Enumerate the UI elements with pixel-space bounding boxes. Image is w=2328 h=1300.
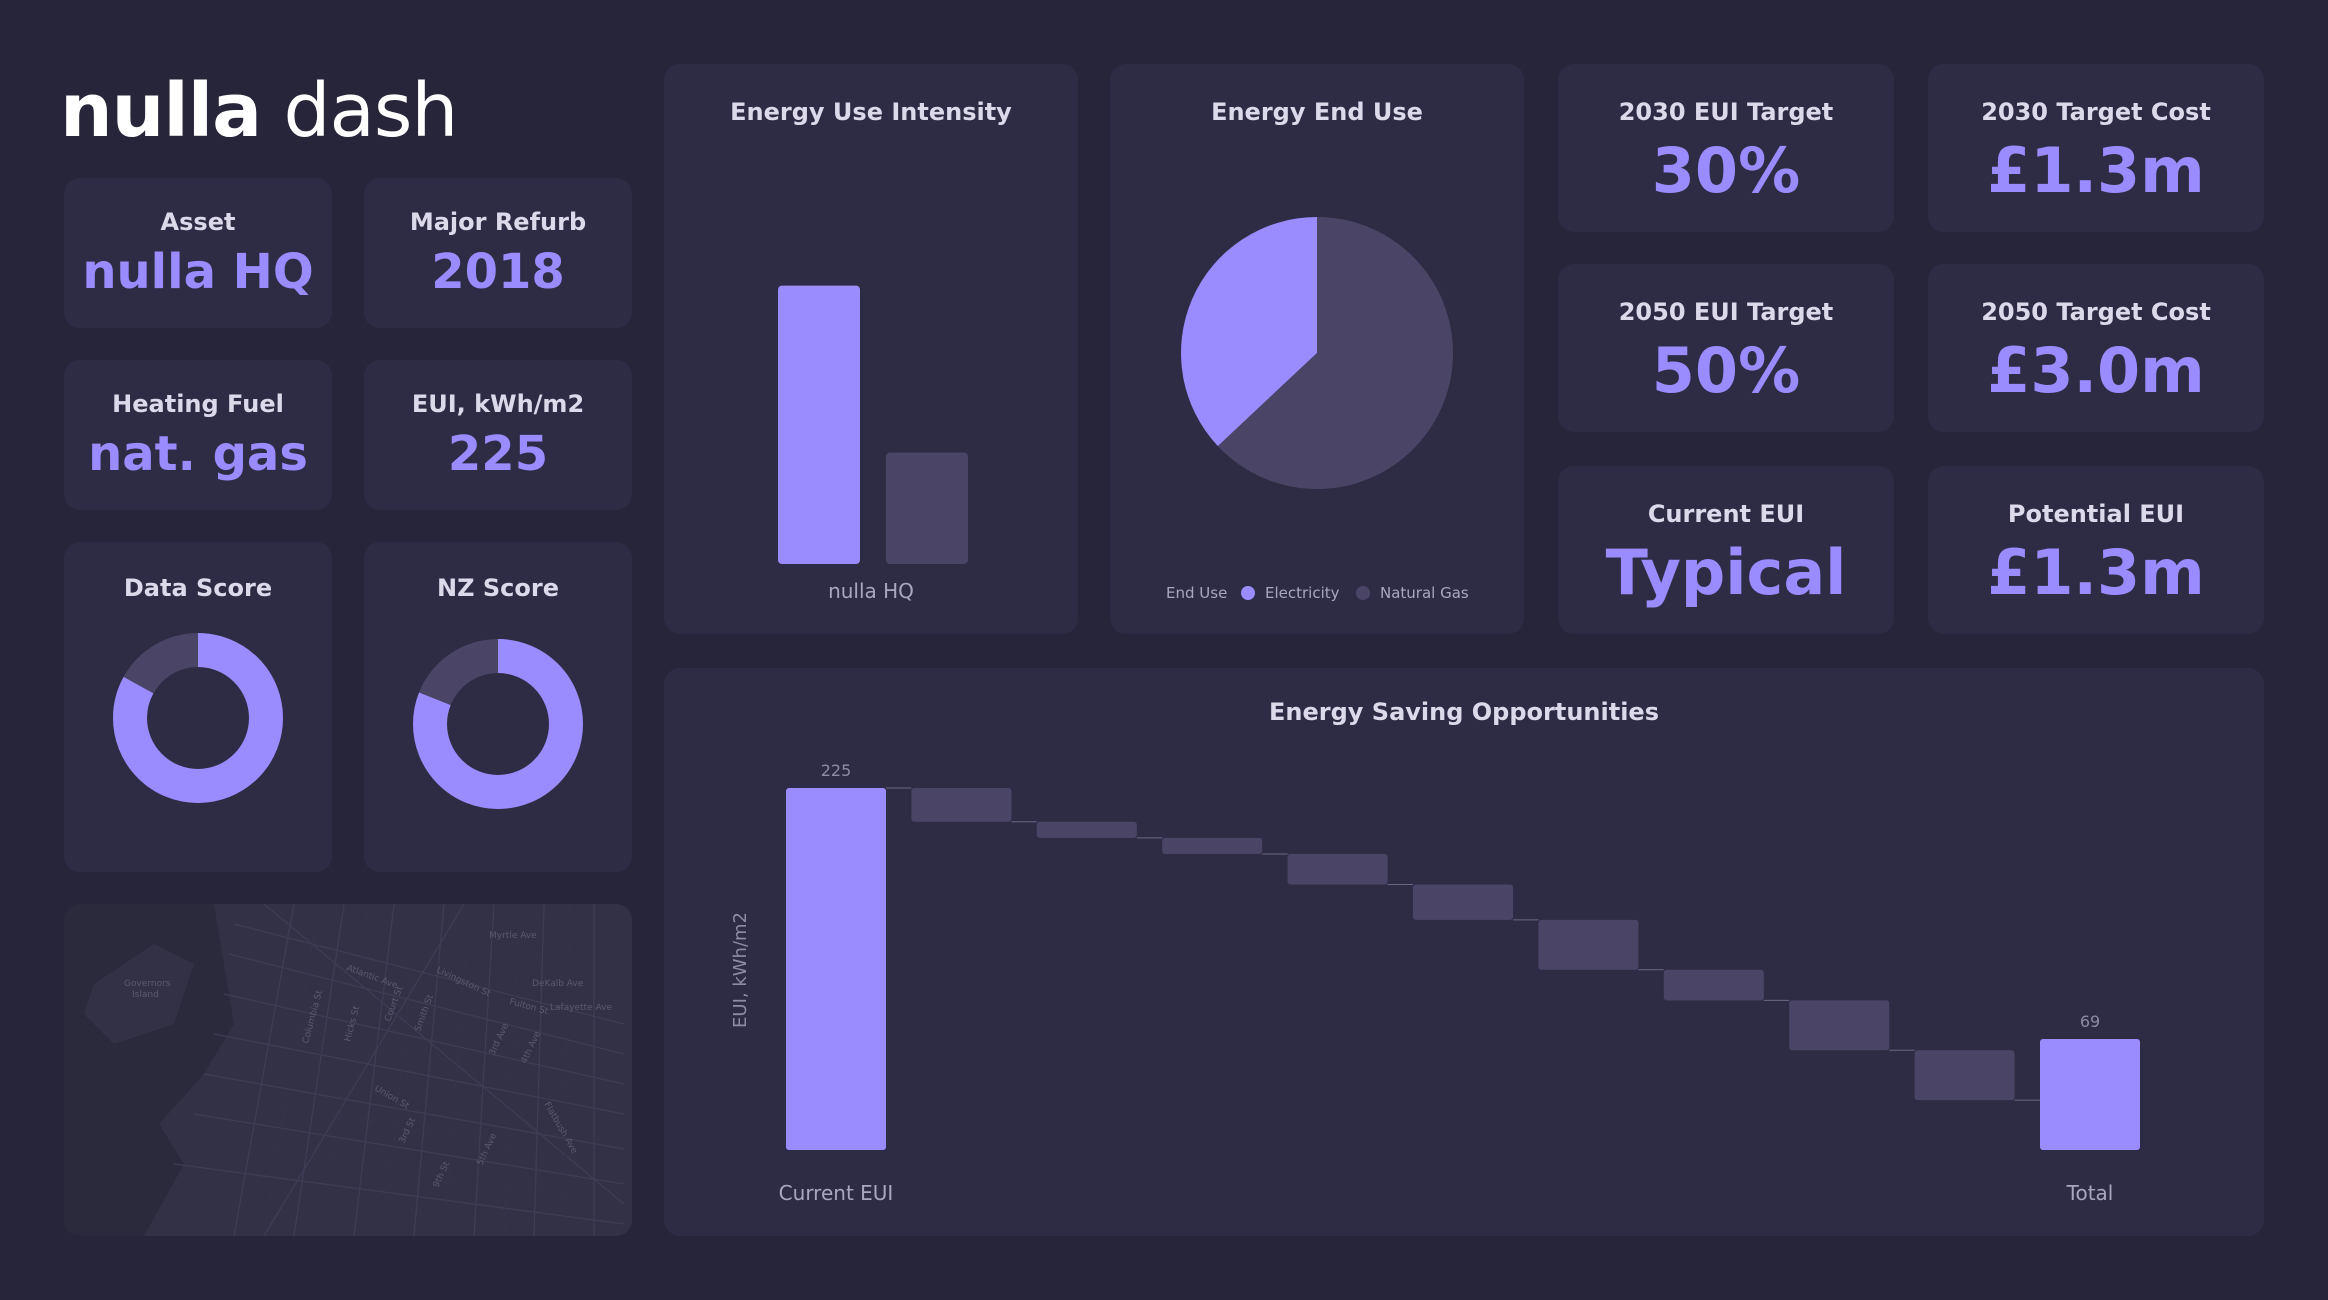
eui-2030-target-label: 2030 EUI Target [1618, 98, 1834, 126]
waterfall-bar-step [911, 788, 1012, 822]
waterfall-chart-title: Energy Saving Opportunities [1269, 698, 1659, 726]
waterfall-end-label: Total [2066, 1181, 2114, 1205]
major-refurb-card: Major Refurb 2018 [364, 178, 632, 328]
pie-slice-electricity [1181, 217, 1317, 447]
data-score-donut [113, 633, 283, 803]
eui-2030-target-card: 2030 EUI Target 30% [1558, 64, 1894, 232]
nz-score-arc [413, 639, 583, 809]
asset-value: nulla HQ [82, 244, 314, 300]
pie-legend-title: End Use [1166, 584, 1227, 602]
waterfall-y-label: EUI, kWh/m2 [730, 912, 751, 1028]
map-streets [173, 904, 625, 1236]
eui-2050-target-label: 2050 EUI Target [1618, 298, 1834, 326]
major-refurb-value: 2018 [431, 244, 565, 300]
cost-2050-target-card: 2050 Target Cost £3.0m [1928, 264, 2264, 432]
map-label-dekalb: DeKalb Ave [532, 979, 584, 989]
map-minor-streets [203, 904, 625, 1236]
map-island [84, 944, 194, 1044]
eui-bar-asset [778, 285, 860, 564]
cost-2030-target-label: 2030 Target Cost [1981, 98, 2211, 126]
pie-slice-natural-gas [1217, 217, 1453, 489]
waterfall-bar-step [1162, 837, 1263, 854]
eui-bar-chart: nulla HQ [778, 285, 968, 603]
app-title-bold: nulla [60, 68, 262, 154]
eui-chart-title: Energy Use Intensity [730, 98, 1012, 126]
waterfall-bar-step [1036, 821, 1137, 838]
data-score-label: Data Score [123, 574, 273, 602]
waterfall-bar-total [2040, 1038, 2140, 1150]
eui-bar-benchmark [886, 452, 968, 564]
asset-card: Asset nulla HQ [64, 178, 332, 328]
data-score-arc [113, 633, 283, 803]
eui-label: EUI, kWh/m2 [411, 390, 585, 418]
map-label-island: Island [132, 990, 159, 1000]
waterfall-bar-step [1914, 1050, 2015, 1101]
potential-eui-card: Potential EUI £1.3m [1928, 466, 2264, 634]
nz-score-label: NZ Score [437, 574, 559, 602]
waterfall-bar-step [1789, 1000, 1890, 1051]
end-use-pie-chart: End Use Electricity Natural Gas [1166, 217, 1469, 602]
map-canvas[interactable]: Governors Island Atlantic Ave Livingston… [64, 904, 632, 1236]
heating-fuel-label: Heating Fuel [112, 390, 284, 418]
eui-x-label: nulla HQ [828, 579, 914, 603]
energy-saving-opportunities-card: Energy Saving Opportunities EUI, kWh/m2 … [664, 668, 2264, 1236]
waterfall-bar-step [1287, 853, 1388, 885]
eui-2050-target-value: 50% [1651, 334, 1801, 407]
potential-eui-value: £1.3m [1987, 536, 2205, 609]
map-label-governors: Governors [124, 979, 171, 989]
eui-2050-target-card: 2050 EUI Target 50% [1558, 264, 1894, 432]
heating-fuel-card: Heating Fuel nat. gas [64, 360, 332, 510]
waterfall-bar-step [1663, 969, 1764, 1001]
map-land [144, 904, 632, 1236]
data-score-card: Data Score [64, 542, 332, 872]
energy-end-use-card: Energy End Use End Use Electricity Natur… [1110, 64, 1524, 634]
waterfall-bar-start [786, 788, 886, 1150]
waterfall-start-value: 225 [821, 761, 852, 780]
nz-score-donut [413, 639, 583, 809]
app-title-light: dash [261, 68, 459, 154]
nz-score-card: NZ Score [364, 542, 632, 872]
pie-legend-natural-gas: Natural Gas [1380, 584, 1469, 602]
major-refurb-label: Major Refurb [409, 208, 587, 236]
cost-2030-target-card: 2030 Target Cost £1.3m [1928, 64, 2264, 232]
map-label-lafayette: Lafayette Ave [550, 1003, 612, 1013]
current-eui-value: Typical [1605, 536, 1847, 609]
app-title: nulla dash [60, 68, 459, 154]
cost-2050-target-label: 2050 Target Cost [1981, 298, 2211, 326]
location-map[interactable]: Governors Island Atlantic Ave Livingston… [64, 904, 632, 1236]
asset-label: Asset [160, 208, 236, 236]
cost-2050-target-value: £3.0m [1987, 334, 2205, 407]
eui-2030-target-value: 30% [1651, 134, 1801, 207]
heating-fuel-value: nat. gas [88, 426, 308, 482]
waterfall-bar-step [1413, 884, 1513, 920]
current-eui-label: Current EUI [1647, 500, 1805, 528]
pie-legend-natural-gas-swatch [1356, 586, 1370, 600]
waterfall-bar-step [1538, 919, 1639, 970]
cost-2030-target-value: £1.3m [1987, 134, 2205, 207]
waterfall-start-label: Current EUI [779, 1181, 894, 1205]
energy-use-intensity-card: Energy Use Intensity nulla HQ [664, 64, 1078, 634]
potential-eui-label: Potential EUI [2007, 500, 2185, 528]
waterfall-chart: EUI, kWh/m2 225 69 Current EUI Total [730, 761, 2140, 1205]
end-use-chart-title: Energy End Use [1211, 98, 1423, 126]
eui-card: EUI, kWh/m2 225 [364, 360, 632, 510]
eui-value: 225 [447, 426, 549, 482]
waterfall-end-value: 69 [2080, 1012, 2100, 1031]
map-label-myrtle: Myrtle Ave [489, 931, 537, 941]
pie-legend-electricity: Electricity [1265, 584, 1340, 602]
current-eui-card: Current EUI Typical [1558, 466, 1894, 634]
pie-legend-electricity-swatch [1241, 586, 1255, 600]
